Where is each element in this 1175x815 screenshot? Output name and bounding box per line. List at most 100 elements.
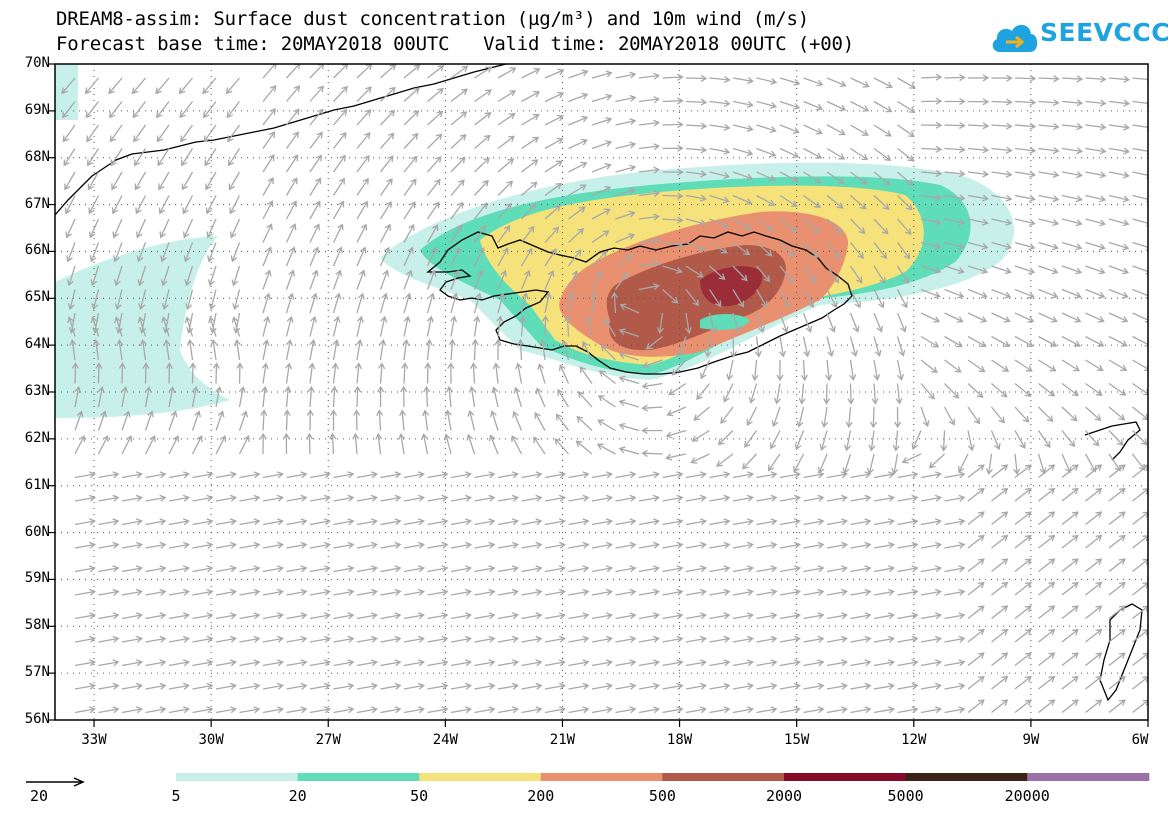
wind-arrow — [262, 635, 284, 643]
wind-arrow — [756, 171, 776, 182]
wind-arrow — [696, 383, 711, 401]
wind-arrow — [568, 635, 590, 643]
wind-arrow — [1108, 75, 1131, 83]
wind-arrow — [1061, 147, 1084, 155]
wind-arrow — [156, 124, 170, 143]
wind-arrow — [168, 471, 190, 479]
wind-arrow — [1108, 218, 1130, 227]
wind-arrow — [185, 289, 194, 311]
wind-arrow — [826, 565, 848, 573]
wind-arrow — [944, 335, 963, 348]
wind-arrow — [1038, 558, 1056, 573]
wind-arrow — [262, 269, 272, 290]
wind-arrow — [497, 565, 519, 573]
wind-arrow — [333, 659, 355, 667]
wind-arrow — [356, 292, 365, 314]
wind-arrow — [849, 242, 865, 259]
wind-arrow — [168, 541, 190, 549]
wind-arrow — [109, 101, 123, 119]
wind-arrow — [873, 312, 884, 333]
wind-arrow — [803, 541, 825, 549]
wind-arrow — [826, 494, 848, 502]
wind-arrow — [160, 265, 170, 287]
wind-arrow — [873, 518, 895, 526]
wind-arrow — [1132, 699, 1148, 714]
wind-arrow — [849, 312, 860, 333]
wind-arrow — [521, 471, 543, 479]
wind-arrow — [1038, 241, 1059, 251]
wind-arrow — [1132, 194, 1148, 203]
wind-arrow — [306, 409, 314, 431]
wind-arrow — [113, 242, 123, 263]
wind-arrow — [873, 659, 895, 667]
wind-arrow — [403, 682, 425, 690]
wind-arrow — [427, 133, 443, 149]
wind-arrow — [285, 246, 296, 267]
wind-arrow — [873, 471, 895, 479]
wind-arrow — [513, 386, 523, 408]
wind-arrow — [473, 202, 488, 220]
wind-arrow — [1085, 675, 1103, 690]
logo-text: SEEVCCC — [1040, 18, 1171, 47]
wind-arrow — [1014, 558, 1032, 573]
wind-arrow — [181, 171, 194, 191]
wind-arrow — [1085, 430, 1100, 447]
wind-arrow — [403, 64, 421, 79]
wind-arrow — [709, 265, 726, 281]
wind-arrow — [920, 471, 942, 479]
wind-arrow — [967, 558, 985, 573]
wind-arrow — [826, 541, 848, 549]
wind-arrow — [662, 565, 684, 573]
wind-arrow — [1038, 699, 1056, 714]
wind-arrow — [991, 335, 1011, 348]
wind-arrow — [638, 119, 661, 127]
wind-arrow — [596, 443, 616, 455]
wind-arrow — [208, 289, 217, 311]
wind-arrow — [356, 635, 378, 643]
wind-arrow — [662, 121, 684, 129]
lat-tick-label: 61N — [24, 476, 50, 493]
wind-arrow — [920, 565, 942, 573]
wind-arrow — [262, 494, 284, 502]
wind-arrow — [333, 565, 355, 573]
wind-arrow — [615, 565, 637, 573]
wind-arrow — [1108, 147, 1130, 155]
wind-arrow — [779, 706, 801, 714]
wind-arrow — [356, 612, 378, 620]
wind-arrow — [709, 123, 731, 131]
wind-arrow — [826, 471, 848, 479]
wind-arrow — [991, 146, 1013, 154]
wind-arrow — [329, 409, 338, 431]
wind-arrow — [333, 635, 355, 643]
wind-arrow — [732, 265, 748, 282]
wind-arrow — [662, 612, 684, 620]
wind-arrow — [262, 177, 274, 196]
wind-arrow — [262, 682, 284, 690]
wind-arrow — [203, 124, 217, 143]
wind-arrow — [262, 518, 284, 526]
lat-tick-label: 69N — [24, 101, 50, 118]
wind-arrow — [1061, 699, 1079, 714]
wind-arrow — [1038, 288, 1059, 299]
wind-arrow — [967, 699, 985, 714]
wind-arrow — [591, 494, 613, 502]
lat-tick-label: 56N — [24, 711, 50, 727]
wind-arrow — [756, 588, 778, 596]
wind-arrow — [1061, 194, 1083, 203]
wind-arrow — [709, 471, 731, 479]
wind-arrow — [121, 541, 143, 549]
wind-arrow — [521, 114, 540, 126]
wind-arrow — [163, 338, 171, 361]
wind-arrow — [427, 541, 449, 549]
wind-arrow — [74, 410, 84, 431]
wind-arrow — [232, 289, 241, 311]
wind-arrow — [897, 77, 917, 89]
wind-arrow — [145, 494, 167, 502]
wind-arrow — [285, 154, 299, 173]
wind-arrow — [579, 366, 593, 384]
wind-arrow — [426, 201, 440, 220]
wind-arrow — [110, 148, 123, 167]
wind-arrow — [286, 588, 308, 596]
wind-arrow — [591, 588, 613, 596]
wind-arrow — [74, 541, 96, 549]
